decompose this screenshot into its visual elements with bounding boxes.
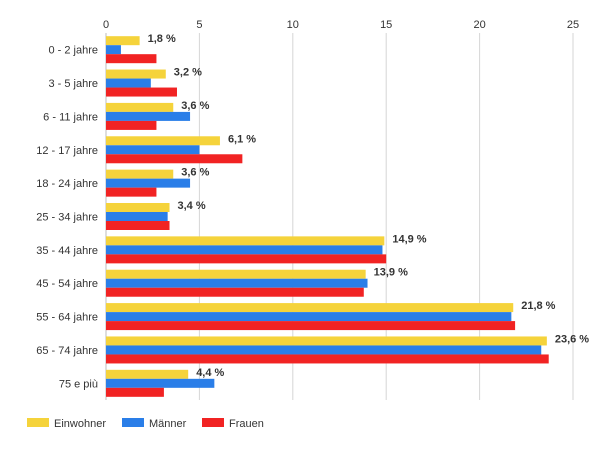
data-label: 21,8 % (521, 300, 555, 312)
bar-einwohner (106, 269, 366, 279)
bar-einwohner (106, 102, 174, 112)
bar-einwohner (106, 369, 189, 379)
bar-einwohner (106, 303, 514, 313)
legend-label: Einwohner (54, 418, 106, 430)
bar-frauen (106, 287, 364, 297)
category-label: 35 - 44 jahre (36, 245, 98, 257)
x-tick-label: 20 (473, 19, 485, 31)
legend-label: Männer (149, 418, 187, 430)
bar-männer (106, 45, 121, 55)
bar-einwohner (106, 136, 220, 146)
bar-männer (106, 212, 168, 221)
legend-swatch-männer (122, 418, 144, 427)
category-label: 3 - 5 jahre (48, 78, 98, 90)
data-label: 13,9 % (374, 267, 408, 279)
data-label: 23,6 % (555, 333, 589, 345)
data-label: 3,6 % (181, 100, 209, 112)
data-label: 1,8 % (148, 33, 176, 45)
bars (106, 36, 549, 397)
bar-frauen (106, 54, 157, 64)
category-label: 12 - 17 jahre (36, 145, 98, 157)
bar-männer (106, 345, 542, 355)
bar-männer (106, 245, 383, 255)
legend: Einwohner Männer Frauen (27, 418, 264, 430)
category-label: 75 e più (59, 378, 98, 390)
legend-label: Frauen (229, 418, 264, 430)
bar-frauen (106, 87, 177, 97)
bar-frauen (106, 221, 170, 230)
data-label: 3,6 % (181, 167, 209, 179)
data-label: 4,4 % (196, 367, 224, 379)
x-tick-label: 25 (567, 19, 579, 31)
category-label: 6 - 11 jahre (43, 111, 98, 123)
category-label: 55 - 64 jahre (36, 312, 98, 324)
x-tick-label: 15 (380, 19, 392, 31)
bar-männer (106, 378, 215, 388)
category-labels: 0 - 2 jahre 3 - 5 jahre 6 - 11 jahre 12 - 1… (36, 45, 98, 391)
bar-einwohner (106, 336, 547, 346)
bar-frauen (106, 387, 164, 397)
data-label: 3,2 % (174, 67, 202, 79)
category-label: 0 - 2 jahre (48, 45, 98, 57)
bar-frauen (106, 120, 157, 130)
category-label: 45 - 54 jahre (36, 278, 98, 290)
data-label: 14,9 % (392, 233, 426, 245)
bar-einwohner (106, 36, 140, 46)
category-label: 25 - 34 jahre (36, 212, 98, 224)
bar-männer (106, 111, 191, 121)
bar-einwohner (106, 169, 174, 179)
bar-einwohner (106, 236, 385, 246)
legend-swatch-frauen (202, 418, 224, 427)
bar-männer (106, 145, 200, 155)
x-axis-ticks: 0 5 10 15 20 25 (103, 19, 579, 31)
category-label: 18 - 24 jahre (36, 178, 98, 190)
bar-frauen (106, 321, 516, 331)
bar-einwohner (106, 69, 166, 79)
x-tick-label: 0 (103, 19, 109, 31)
legend-swatch-einwohner (27, 418, 49, 427)
data-label: 6,1 % (228, 133, 256, 145)
bar-männer (106, 178, 191, 188)
bar-männer (106, 312, 512, 322)
x-tick-label: 10 (287, 19, 299, 31)
bar-frauen (106, 187, 157, 197)
bar-frauen (106, 254, 387, 264)
bar-frauen (106, 154, 243, 164)
bar-männer (106, 278, 368, 288)
data-labels: 1,8 % 3,2 % 3,6 % 6,1 % 3,6 % 3,4 % 14,9 % 13,9… (148, 33, 590, 379)
bar-einwohner (106, 203, 170, 212)
bar-männer (106, 78, 151, 88)
bar-frauen (106, 354, 549, 364)
category-label: 65 - 74 jahre (36, 345, 98, 357)
data-label: 3,4 % (178, 200, 206, 212)
x-tick-label: 5 (196, 19, 202, 31)
